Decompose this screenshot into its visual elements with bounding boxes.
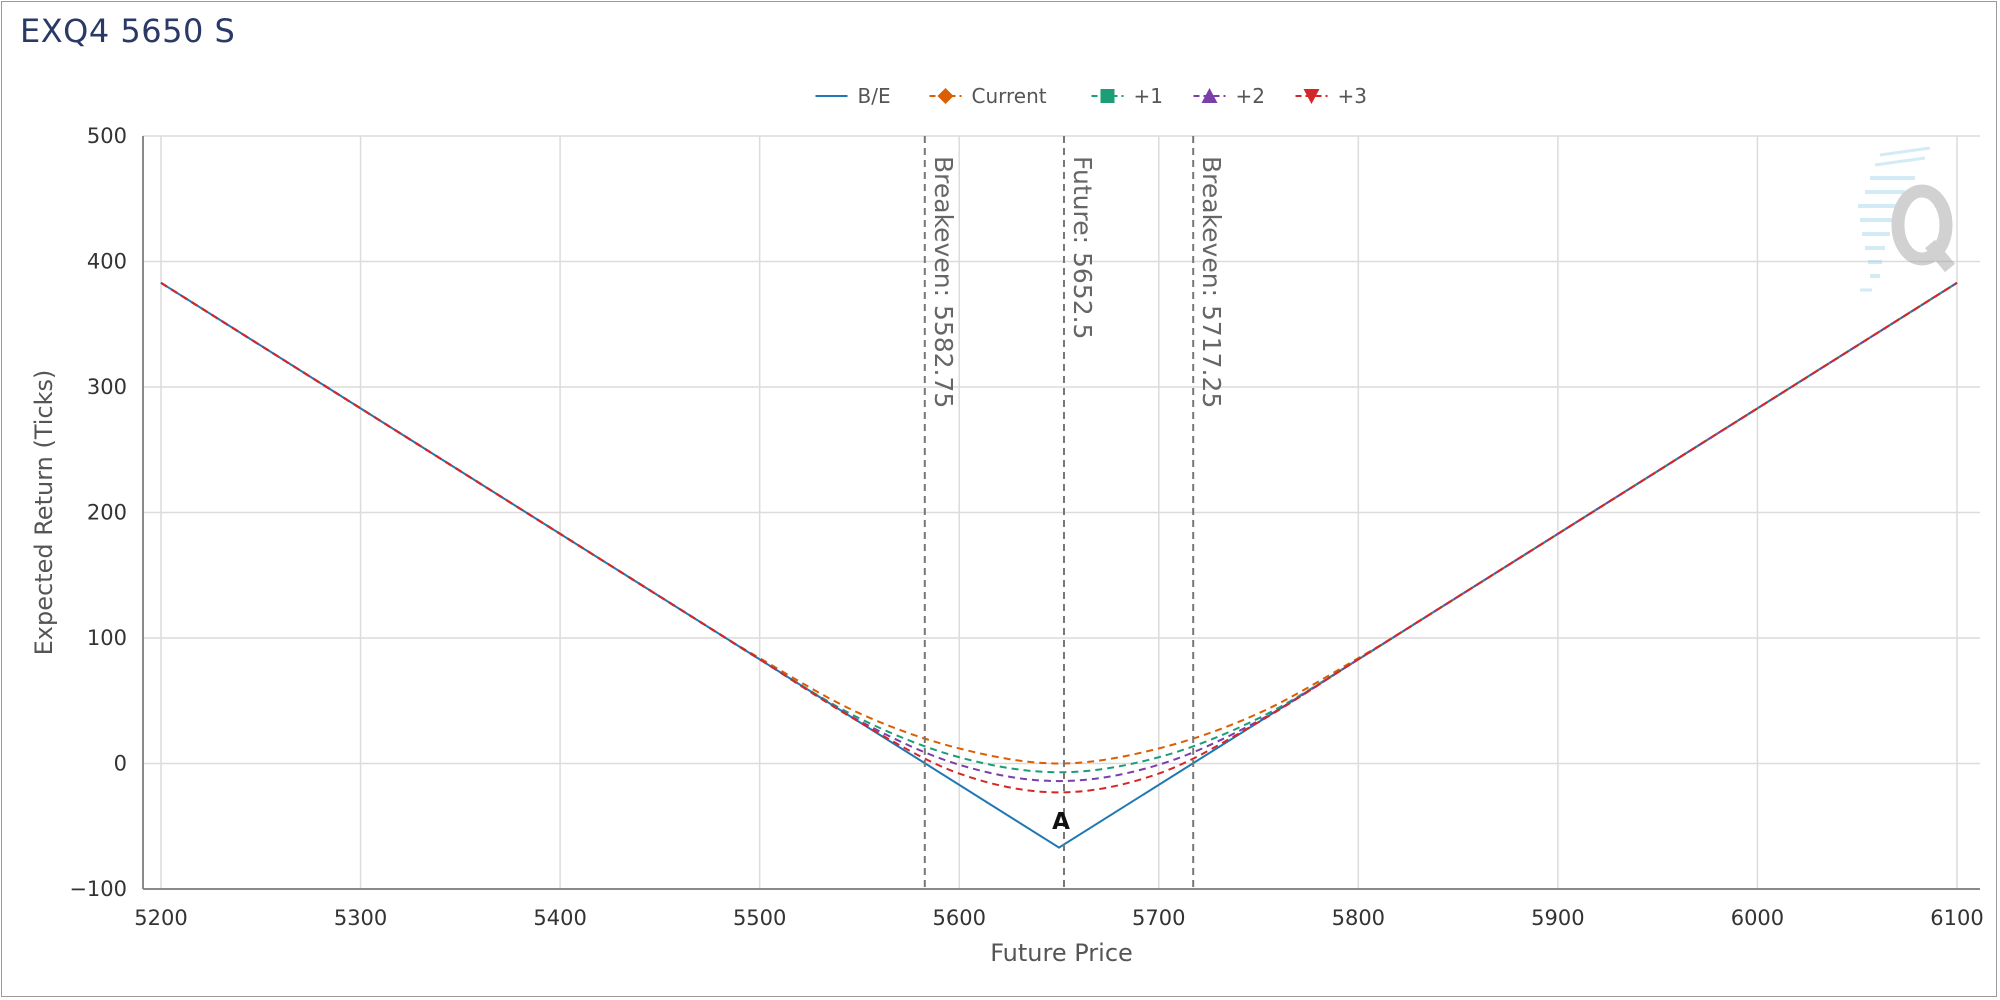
y-tick-label: 500: [87, 124, 127, 148]
series-group: [160, 281, 1958, 849]
legend-label: +1: [1134, 84, 1163, 108]
x-tick-label: 5600: [932, 906, 985, 930]
legend-item: B/E: [815, 84, 891, 108]
series-line-1: [160, 281, 1958, 774]
legend-marker-triangle-up: [1201, 88, 1218, 103]
reference-line-label: Future: 5652.5: [1068, 156, 1097, 339]
x-tick-label: 5200: [134, 906, 187, 930]
annotation-label: A: [1052, 809, 1070, 835]
watermark-q-ring: [1891, 184, 1953, 266]
x-tick-label: 5900: [1531, 906, 1584, 930]
legend-item: Current: [929, 84, 1047, 108]
x-tick-label: 5700: [1132, 906, 1185, 930]
y-axis-title: Expected Return (Ticks): [30, 370, 58, 656]
y-tick-label: 200: [87, 501, 127, 525]
y-tick-label: 100: [87, 626, 127, 650]
legend-marker-triangle-down: [1303, 89, 1320, 104]
legend-label: B/E: [858, 84, 891, 108]
legend-marker-square: [1100, 89, 1115, 103]
series-line-current: [160, 281, 1958, 765]
legend: B/E Current +1 +2 +3: [815, 84, 1367, 108]
x-axis-title: Future Price: [990, 939, 1133, 967]
legend-marker-diamond: [937, 88, 954, 104]
x-tick-label: 6000: [1731, 906, 1784, 930]
annotations: A: [1052, 809, 1070, 835]
y-tick-label: 400: [87, 250, 127, 274]
watermark-stripes: [1858, 146, 1931, 292]
legend-item: +1: [1091, 84, 1163, 108]
grid: [143, 135, 1980, 890]
legend-label: +3: [1338, 84, 1367, 108]
series-line-3: [160, 281, 1958, 794]
legend-label: +2: [1236, 84, 1265, 108]
y-tick-label: −100: [69, 877, 127, 901]
legend-item: +2: [1193, 84, 1265, 108]
legend-item: +3: [1295, 84, 1367, 108]
y-tick-label: 0: [114, 752, 127, 776]
axes: −100 0 100 200 300 400 500 5200 5300 5400 5500 5600…: [30, 124, 1984, 967]
reference-line-label: Breakeven: 5582.75: [929, 156, 958, 408]
page-title: EXQ4 5650 S: [20, 12, 236, 50]
x-tick-label: 6100: [1930, 906, 1983, 930]
series-line-2: [160, 281, 1958, 783]
x-tick-label: 5800: [1332, 906, 1385, 930]
q-watermark-logo: [1858, 146, 1955, 292]
y-tick-label: 300: [87, 375, 127, 399]
vertical-lines: Breakeven: 5582.75 Future: 5652.5 Breakeve…: [923, 136, 1226, 889]
reference-line-label: Breakeven: 5717.25: [1197, 156, 1226, 408]
x-tick-label: 5500: [733, 906, 786, 930]
x-tick-label: 5300: [334, 906, 387, 930]
watermark-q-tail: [1925, 239, 1955, 273]
legend-label: Current: [972, 84, 1047, 108]
x-tick-label: 5400: [533, 906, 586, 930]
